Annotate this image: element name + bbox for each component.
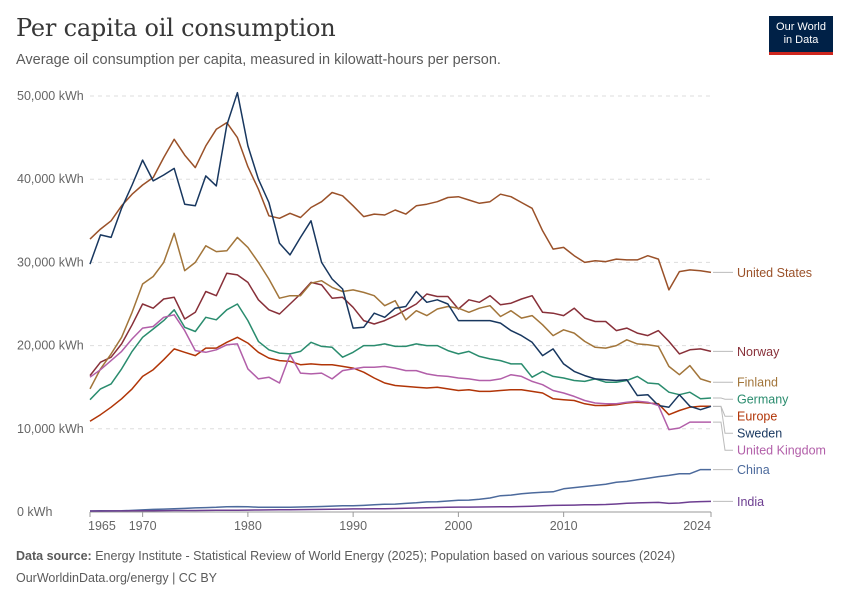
x-tick-label: 1980 <box>234 519 262 533</box>
source-text: Energy Institute - Statistical Review of… <box>95 549 676 563</box>
y-tick-label: 10,000 kWh <box>17 422 84 436</box>
page-title: Per capita oil consumption <box>16 14 336 42</box>
series-label-united-kingdom[interactable]: United Kingdom <box>737 444 826 458</box>
x-tick-label: 1970 <box>129 519 157 533</box>
label-connector <box>713 397 733 400</box>
series-line-norway[interactable] <box>89 272 712 377</box>
series-label-united-states[interactable]: United States <box>737 266 812 280</box>
series-line-finland[interactable] <box>89 232 712 390</box>
x-tick-label: 1990 <box>339 519 367 533</box>
x-tick-label: 2010 <box>550 519 578 533</box>
logo-line-2: in Data <box>783 34 819 46</box>
label-connector <box>713 405 733 434</box>
series-label-china[interactable]: China <box>737 463 770 477</box>
series-label-germany[interactable]: Germany <box>737 393 789 407</box>
y-tick-label: 50,000 kWh <box>17 89 84 103</box>
series-line-europe[interactable] <box>89 336 711 422</box>
grid-lines <box>90 95 711 513</box>
y-tick-label: 40,000 kWh <box>17 172 84 186</box>
series-lines <box>89 91 712 512</box>
series-label-norway[interactable]: Norway <box>737 345 780 359</box>
page-subtitle: Average oil consumption per capita, meas… <box>16 52 501 68</box>
series-line-china[interactable] <box>89 468 711 512</box>
y-tick-label: 20,000 kWh <box>17 339 84 353</box>
series-label-sweden[interactable]: Sweden <box>737 427 782 441</box>
series-line-india[interactable] <box>90 500 712 512</box>
x-tick-label: 1965 <box>88 519 116 533</box>
y-tick-label: 0 kWh <box>17 505 52 519</box>
series-line-united-states[interactable] <box>89 121 712 291</box>
x-tick-label: 2024 <box>683 519 711 533</box>
series-labels: United States Norway Finland Germany Europe S… <box>713 266 826 509</box>
owid-logo[interactable]: Our World in Data <box>769 16 833 55</box>
source-label: Data source: <box>16 549 92 563</box>
series-label-europe[interactable]: Europe <box>737 410 777 424</box>
label-connector <box>713 421 733 451</box>
x-tick-label: 2000 <box>444 519 472 533</box>
url-note[interactable]: OurWorldinData.org/energy | CC BY <box>16 571 218 585</box>
x-axis: 1965 1970 1980 1990 2000 2010 2024 <box>88 512 712 533</box>
source-note: Data source: Energy Institute - Statisti… <box>16 549 675 563</box>
series-label-finland[interactable]: Finland <box>737 376 778 390</box>
series-line-germany[interactable] <box>89 303 712 401</box>
series-line-united-kingdom[interactable] <box>89 314 711 431</box>
label-connector <box>713 405 733 417</box>
series-line-sweden[interactable] <box>89 91 712 411</box>
logo-line-1: Our World <box>776 21 826 33</box>
y-tick-label: 30,000 kWh <box>17 255 84 269</box>
series-label-india[interactable]: India <box>737 495 764 509</box>
y-axis-tick-labels: 0 kWh 10,000 kWh 20,000 kWh 30,000 kWh 40,00… <box>17 89 84 519</box>
